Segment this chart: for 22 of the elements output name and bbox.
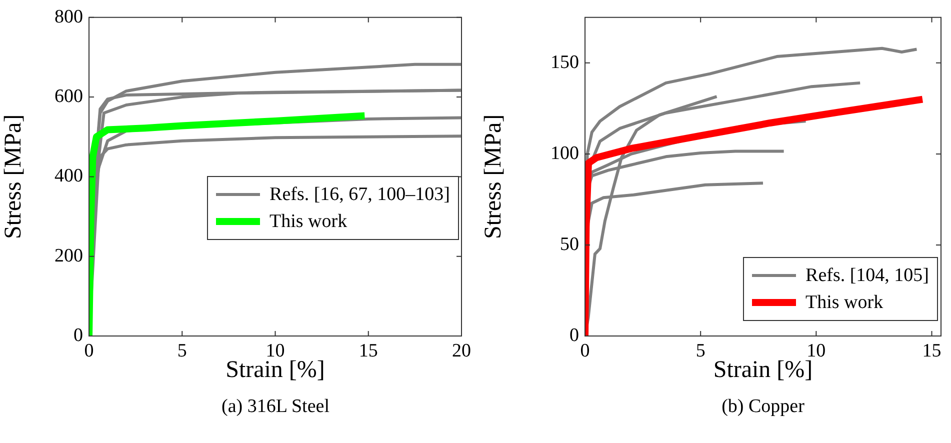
text: (a) 316L Steel [220,396,330,418]
y-tick-label: 50 [560,234,579,255]
legend-label: This work [270,210,348,234]
x-tick-label: 15 [358,340,378,362]
x-tick-label: 5 [177,340,187,362]
y-tick-label: 800 [54,6,83,28]
y-tick-label: 100 [550,142,579,164]
y-axis-title: Stress [MPa] [0,114,27,240]
y-axis-title: Stress [MPa] [480,114,507,240]
legend-label: Refs. [16, 67, 100–103] [270,183,450,207]
y-tick-label: 200 [54,245,83,266]
y-tick-label: 600 [54,86,83,108]
x-tick-label: 15 [922,340,942,362]
x-tick-label: 5 [696,340,706,362]
legend-label: Refs. [104, 105] [806,264,929,288]
legend-label: This work [806,291,884,315]
y-tick-label: 150 [550,52,579,73]
x-tick-label: 20 [452,340,471,362]
text: (b) Copper [720,396,806,418]
y-tick-label: 400 [54,166,83,187]
y-tick-label: 0 [74,324,83,346]
y-tick-label: 0 [570,324,579,346]
